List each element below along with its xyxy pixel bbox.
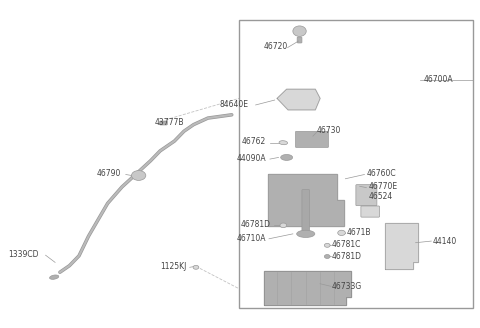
Text: 44090A: 44090A bbox=[237, 154, 266, 163]
Text: 84640E: 84640E bbox=[219, 100, 249, 110]
FancyBboxPatch shape bbox=[297, 37, 302, 43]
Ellipse shape bbox=[297, 230, 315, 237]
Circle shape bbox=[193, 265, 199, 269]
Text: 46781C: 46781C bbox=[332, 240, 361, 249]
Text: 46710A: 46710A bbox=[237, 234, 266, 243]
Text: 43777B: 43777B bbox=[155, 117, 184, 127]
Text: 1339CD: 1339CD bbox=[8, 250, 38, 259]
Circle shape bbox=[338, 230, 346, 236]
Polygon shape bbox=[267, 174, 344, 226]
Text: 46733G: 46733G bbox=[332, 282, 362, 291]
Polygon shape bbox=[384, 223, 418, 269]
Ellipse shape bbox=[49, 275, 59, 279]
FancyBboxPatch shape bbox=[361, 206, 380, 217]
Text: 46762: 46762 bbox=[242, 137, 266, 146]
Polygon shape bbox=[277, 89, 320, 110]
FancyBboxPatch shape bbox=[302, 190, 310, 234]
Text: 46700A: 46700A bbox=[424, 75, 453, 84]
Text: 46790: 46790 bbox=[96, 169, 121, 178]
Text: 46770E: 46770E bbox=[368, 182, 397, 192]
Polygon shape bbox=[264, 271, 351, 305]
Text: 46524: 46524 bbox=[368, 192, 393, 201]
Ellipse shape bbox=[279, 141, 288, 145]
Text: 44140: 44140 bbox=[432, 236, 456, 246]
Ellipse shape bbox=[293, 26, 306, 36]
Text: 46760C: 46760C bbox=[366, 169, 396, 178]
Circle shape bbox=[324, 255, 330, 258]
Text: 46781D: 46781D bbox=[332, 252, 362, 261]
Text: 4671B: 4671B bbox=[347, 228, 371, 237]
FancyBboxPatch shape bbox=[160, 121, 168, 125]
Text: 1125KJ: 1125KJ bbox=[160, 262, 186, 271]
Circle shape bbox=[280, 223, 287, 228]
Ellipse shape bbox=[281, 154, 293, 160]
FancyBboxPatch shape bbox=[296, 131, 328, 148]
Bar bbox=[239, 20, 473, 308]
Text: 46730: 46730 bbox=[317, 126, 341, 135]
Circle shape bbox=[132, 171, 146, 180]
FancyBboxPatch shape bbox=[356, 185, 377, 206]
Text: 46720: 46720 bbox=[264, 42, 288, 51]
Circle shape bbox=[324, 243, 330, 247]
Text: 46781D: 46781D bbox=[241, 220, 271, 229]
